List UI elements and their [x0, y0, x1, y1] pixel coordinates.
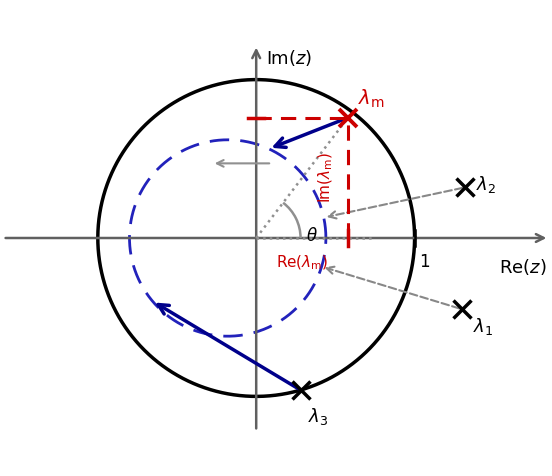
Text: $\mathrm{Re}(\lambda_{\mathrm{m}})$: $\mathrm{Re}(\lambda_{\mathrm{m}})$ [276, 254, 328, 272]
Text: $\lambda_1$: $\lambda_1$ [473, 316, 493, 337]
Text: $\lambda_3$: $\lambda_3$ [309, 406, 329, 427]
Text: $\lambda_{\mathrm{m}}$: $\lambda_{\mathrm{m}}$ [358, 88, 384, 109]
Text: $\mathrm{Im}(\lambda_{\mathrm{m}})$: $\mathrm{Im}(\lambda_{\mathrm{m}})$ [317, 152, 336, 203]
Text: $1$: $1$ [420, 254, 431, 271]
Text: $\lambda_2$: $\lambda_2$ [476, 174, 497, 195]
Text: $\mathrm{Im}(z)$: $\mathrm{Im}(z)$ [266, 48, 312, 68]
Text: $\theta$: $\theta$ [306, 227, 318, 245]
Text: $\mathrm{Re}(z)$: $\mathrm{Re}(z)$ [498, 257, 546, 277]
